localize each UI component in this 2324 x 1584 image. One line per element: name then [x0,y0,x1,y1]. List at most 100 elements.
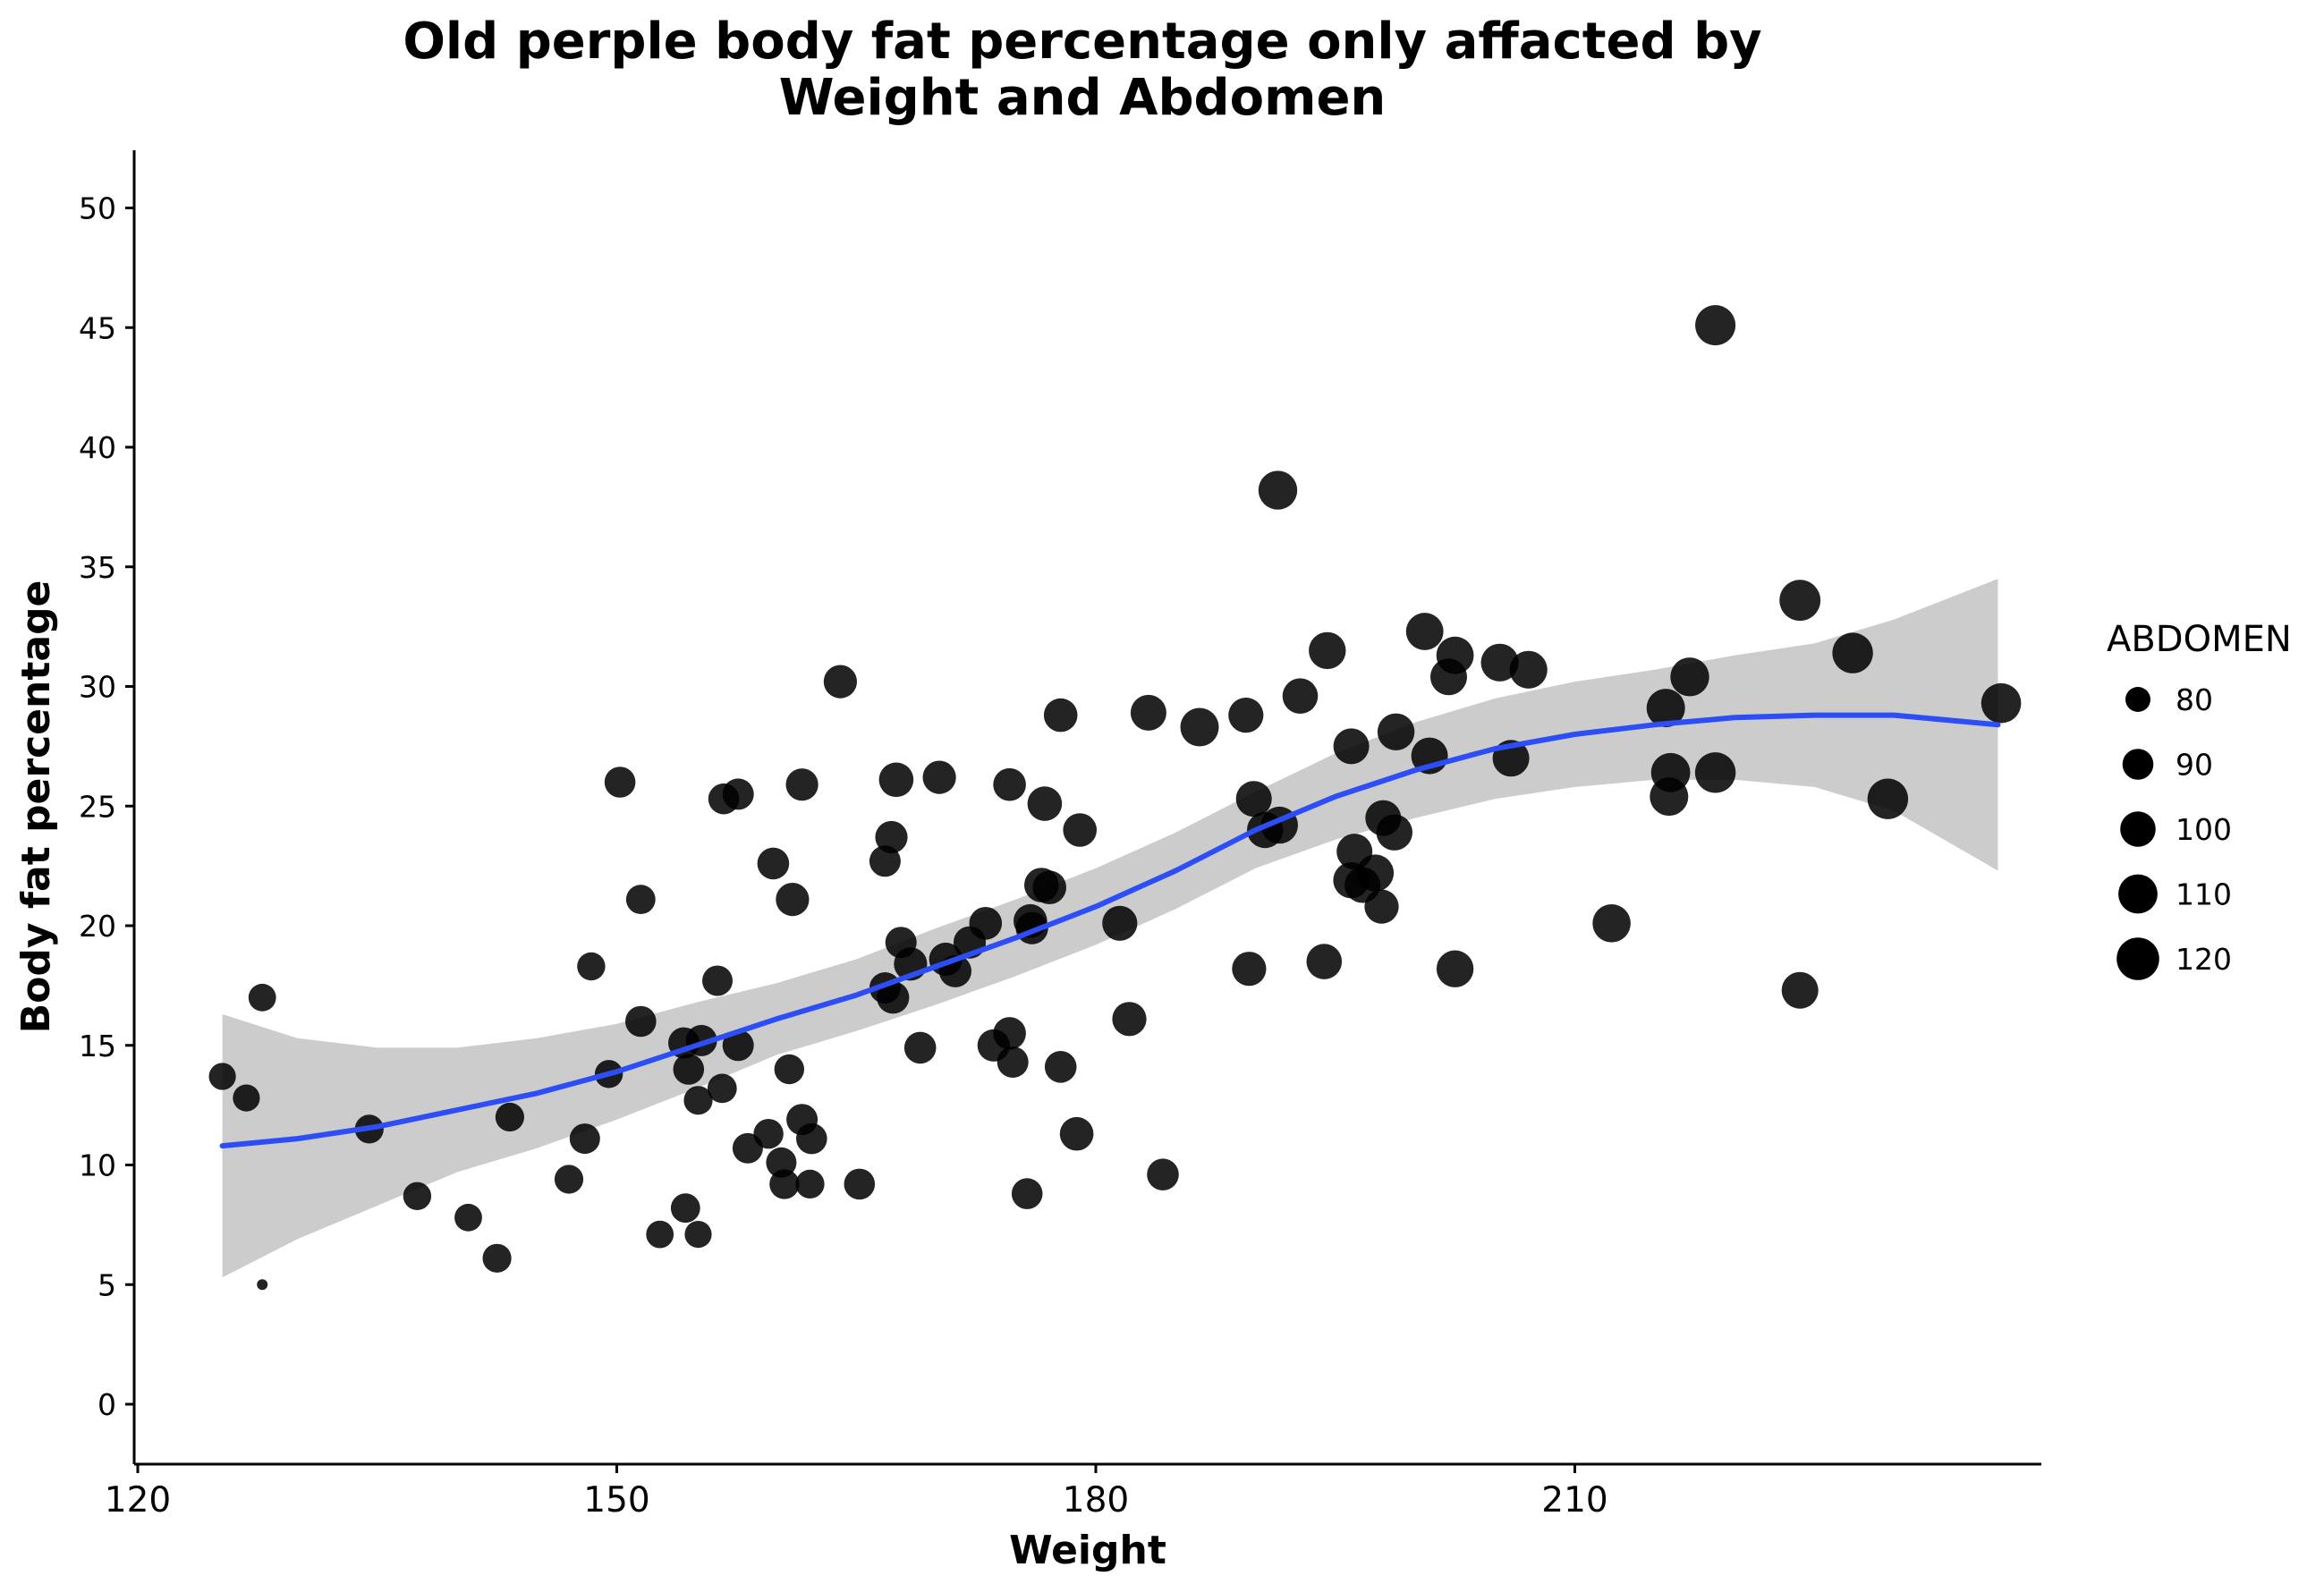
y-tick-label: 50 [79,191,116,226]
data-point [1377,713,1415,750]
data-point [785,768,818,801]
data-point [1509,650,1548,689]
data-point [869,845,901,877]
data-point [1043,698,1078,733]
data-point [722,1029,754,1062]
data-point [922,760,956,794]
chart-title: Old perple body fat percentage only affa… [403,13,1761,127]
data-point [1147,1158,1179,1190]
legend-label: 80 [2176,682,2213,717]
data-point [684,1221,712,1249]
data-point [1480,643,1519,682]
data-point [795,1169,825,1199]
legend-key [2122,749,2154,780]
data-point [683,1086,713,1115]
data-point [1258,470,1298,510]
data-point [1309,631,1346,670]
legend-key [2118,874,2158,914]
data-point [1670,657,1709,697]
data-point [1333,728,1370,765]
data-point [625,1005,657,1038]
data-point [722,778,754,810]
data-point [482,1243,512,1273]
y-tick-label: 15 [79,1029,116,1063]
data-point [877,981,910,1014]
points-layer [208,305,2022,1291]
data-point [1781,971,1819,1009]
x-tick-label: 210 [1541,1480,1607,1520]
data-point [875,820,908,854]
data-point [1376,814,1413,851]
smooth-line-layer [219,712,2001,1149]
data-point [997,1046,1029,1078]
data-point [993,1017,1026,1050]
chart-title-line-2: Weight and Abdomen [779,69,1387,127]
data-point [1650,752,1691,792]
y-tick-label: 30 [79,670,116,705]
data-point [1044,1051,1077,1083]
axes-layer [132,150,2041,1466]
data-point [673,1054,705,1085]
data-point [1364,889,1399,924]
size-legend: ABDOMEN 80 90 100 110 120 [2107,619,2292,980]
x-axis-title: Weight [1009,1528,1166,1573]
legend-label: 120 [2176,942,2232,977]
y-axis-title: Body fat percentage [13,580,59,1034]
data-point [1779,580,1821,622]
y-tick-label: 0 [98,1387,116,1422]
data-point [1130,694,1166,731]
data-point [969,907,1003,940]
y-tick-label: 5 [98,1267,116,1302]
data-point [1694,752,1736,793]
data-point [569,1123,600,1155]
data-point [1436,950,1474,987]
legend-label: 110 [2176,877,2232,912]
data-point [1980,682,2022,724]
data-point [1027,786,1063,821]
y-tick-label: 10 [79,1148,116,1183]
y-tick-label: 40 [79,430,116,465]
data-point [1356,854,1395,892]
data-point [604,767,636,798]
data-point [1282,678,1319,714]
data-point [625,885,656,914]
legend-key [2125,687,2150,712]
data-point [1695,305,1736,346]
data-point [878,762,914,798]
data-point [707,1073,737,1104]
legend-items: 80 90 100 110 120 [2116,682,2232,980]
data-point [1832,632,1873,673]
x-tick-label: 120 [105,1480,171,1520]
data-point [1011,1178,1043,1209]
y-tick-label: 35 [79,550,116,585]
data-point [646,1220,674,1249]
y-tick-label: 45 [79,310,116,345]
data-point [1180,707,1219,747]
y-tick-label: 20 [79,909,116,944]
y-tick-label: 25 [79,789,116,824]
chart-title-line-1: Old perple body fat percentage only affa… [403,13,1761,71]
data-point [403,1182,432,1211]
data-point [577,952,606,981]
data-point [774,1054,804,1085]
legend-key [2120,811,2156,847]
data-point [1646,689,1685,728]
data-point [670,1193,700,1224]
data-point [257,1279,268,1291]
data-point [769,1169,800,1199]
legend-key [2116,937,2159,980]
data-point [776,883,810,917]
data-point [903,1031,937,1064]
data-point [248,983,276,1012]
data-point [233,1084,260,1112]
legend-title: ABDOMEN [2107,619,2292,660]
data-point [844,1168,876,1200]
data-point [1405,613,1444,650]
data-point [993,767,1026,801]
data-point [1235,781,1272,817]
data-point [1436,636,1474,674]
data-point [554,1165,584,1194]
data-point [495,1102,525,1132]
